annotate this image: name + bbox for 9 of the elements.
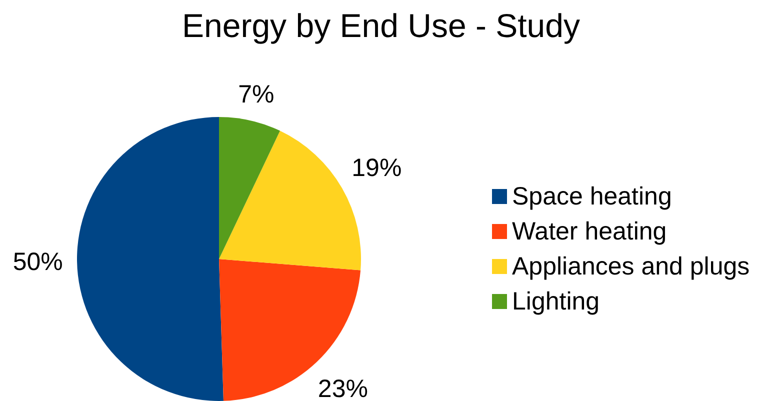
data-label: 50% xyxy=(12,248,63,276)
data-label: 19% xyxy=(352,154,402,182)
chart-title: Energy by End Use - Study xyxy=(182,7,581,44)
legend-label: Appliances and plugs xyxy=(512,252,750,280)
data-label: 7% xyxy=(238,80,274,109)
legend-label: Space heating xyxy=(512,182,672,210)
legend-label: Lighting xyxy=(512,288,600,316)
legend-label: Water heating xyxy=(512,218,667,246)
data-label: 23% xyxy=(318,374,368,401)
